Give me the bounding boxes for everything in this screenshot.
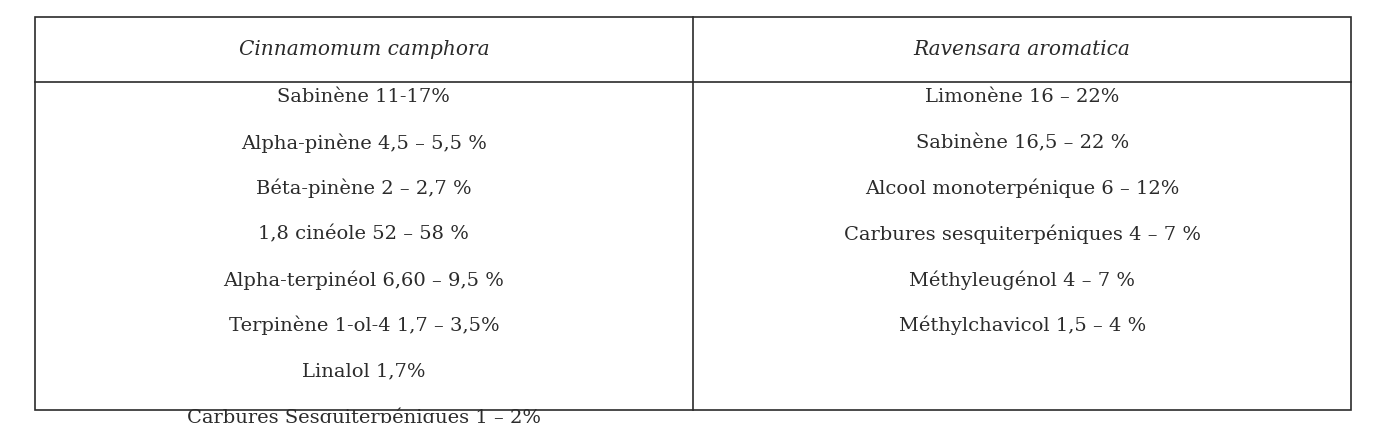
Text: Carbures sesquiterpéniques 4 – 7 %: Carbures sesquiterpéniques 4 – 7 % xyxy=(844,225,1200,244)
Text: Méthylchavicol 1,5 – 4 %: Méthylchavicol 1,5 – 4 % xyxy=(898,316,1146,335)
Text: Terpinène 1-ol-4 1,7 – 3,5%: Terpinène 1-ol-4 1,7 – 3,5% xyxy=(229,316,499,335)
Text: 1,8 cinéole 52 – 58 %: 1,8 cinéole 52 – 58 % xyxy=(258,225,470,243)
Text: Alcool monoterpénique 6 – 12%: Alcool monoterpénique 6 – 12% xyxy=(865,179,1179,198)
Text: Ravensara aromatica: Ravensara aromatica xyxy=(913,40,1131,59)
Text: Sabinène 11-17%: Sabinène 11-17% xyxy=(277,88,450,106)
Text: Méthyleugénol 4 – 7 %: Méthyleugénol 4 – 7 % xyxy=(909,270,1135,290)
Text: Linalol 1,7%: Linalol 1,7% xyxy=(302,363,426,380)
Text: Cinnamomum camphora: Cinnamomum camphora xyxy=(238,40,489,59)
Text: Béta-pinène 2 – 2,7 %: Béta-pinène 2 – 2,7 % xyxy=(256,179,471,198)
Text: Limonène 16 – 22%: Limonène 16 – 22% xyxy=(924,88,1120,106)
Text: Alpha-pinène 4,5 – 5,5 %: Alpha-pinène 4,5 – 5,5 % xyxy=(241,133,486,153)
Text: Alpha-terpinéol 6,60 – 9,5 %: Alpha-terpinéol 6,60 – 9,5 % xyxy=(223,270,505,290)
Text: Sabinène 16,5 – 22 %: Sabinène 16,5 – 22 % xyxy=(916,134,1128,152)
Text: Carbures Sesquiterpéniques 1 – 2%: Carbures Sesquiterpéniques 1 – 2% xyxy=(187,407,541,423)
